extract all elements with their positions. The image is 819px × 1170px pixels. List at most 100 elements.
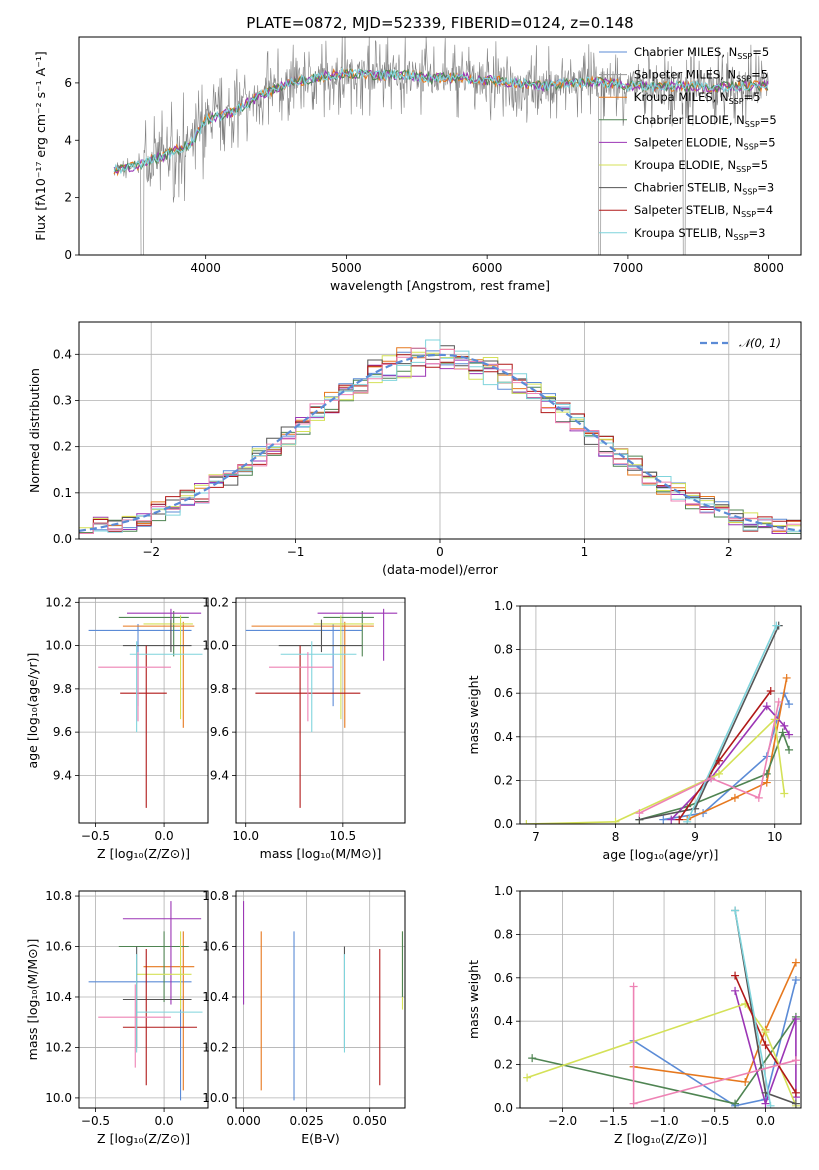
y-tick-label: 10.0 — [45, 639, 72, 653]
y-tick-label: 0.2 — [494, 773, 513, 787]
x-tick-label: 10 — [767, 830, 782, 844]
legend-entry: Salpeter MILES, NSSP=5 — [634, 68, 768, 84]
weight-point-marker — [731, 1099, 740, 1108]
spectrum-legend: Chabrier MILES, NSSP=5 Salpeter MILES, NS… — [599, 45, 777, 242]
mass_vs_ebv-frame — [235, 890, 406, 1109]
normal-distribution-curve — [79, 353, 801, 532]
x-tick-label: 10.0 — [232, 829, 259, 843]
y-axis-label: mass [log₁₀(M/M⊙)] — [25, 939, 40, 1061]
age_vs_mass-plot-area — [245, 608, 398, 808]
weight-point-marker — [761, 1028, 770, 1037]
y-tick-label: 0.0 — [53, 532, 72, 546]
x-tick-label: −0.5 — [81, 1114, 110, 1128]
mass_vs_Z-panel: −0.5 0.0 10.0 10.2 10.4 10.6 10.8 Z [log₁₀(Z/Z⊙… — [25, 889, 209, 1146]
weight-point-marker — [791, 1015, 800, 1024]
y-axis-label: mass weight — [466, 675, 481, 754]
weight-series-line — [734, 910, 772, 1106]
x-axis-label: mass [log₁₀(M/M⊙)] — [260, 846, 382, 861]
weight-point-marker — [659, 815, 668, 824]
weight-point-marker — [778, 728, 787, 737]
x-tick-label: −2 — [142, 545, 160, 559]
y-tick-label: 0.6 — [494, 686, 513, 700]
weight-point-marker — [762, 778, 771, 787]
model-spectrum-line — [113, 67, 769, 175]
spectrum-frame — [78, 36, 802, 256]
weight-series-line — [686, 625, 778, 823]
weight-series-line — [639, 625, 780, 821]
y-tick-label: 10.8 — [45, 889, 72, 903]
legend-entry: Kroupa ELODIE, NSSP=5 — [634, 158, 768, 174]
legend-entry: Chabrier ELODIE, NSSP=5 — [634, 113, 777, 129]
y-tick-label: 10.2 — [202, 1040, 229, 1054]
legend-entry: Kroupa STELIB, NSSP=3 — [634, 226, 766, 242]
weight_vs_age-frame — [519, 605, 802, 825]
x-tick-label: 0.0 — [155, 829, 174, 843]
weight-point-marker — [766, 687, 775, 696]
weight-point-marker — [791, 1088, 800, 1097]
x-tick-label: 0.0 — [155, 1114, 174, 1128]
weight-point-marker — [785, 700, 794, 709]
weight-point-marker — [780, 721, 789, 730]
y-tick-label: 0.8 — [494, 927, 513, 941]
weight-point-marker — [791, 1099, 800, 1108]
weight_vs_Z-plot-area — [523, 906, 800, 1108]
legend-entry-nssp: 5 — [768, 135, 775, 149]
weight-point-marker — [780, 789, 789, 798]
y-tick-label: 10.2 — [45, 595, 72, 609]
x-axis-label: Z [log₁₀(Z/Z⊙)] — [97, 1131, 190, 1146]
legend-entry-name: Chabrier ELODIE — [634, 113, 729, 127]
y-tick-label: 10.4 — [45, 990, 72, 1004]
weight-series-line — [633, 962, 797, 1083]
weight_vs_Z-frame — [519, 890, 802, 1109]
weight-series-line — [526, 717, 786, 824]
x-tick-label: 7000 — [613, 261, 644, 275]
x-tick-label: 8 — [612, 830, 620, 844]
weight-point-marker — [528, 1054, 537, 1063]
weight-point-marker — [675, 815, 684, 824]
age_vs_Z-frame — [78, 597, 209, 824]
y-axis-label: mass weight — [466, 960, 481, 1039]
legend-entry-nssp: 3 — [767, 181, 774, 195]
x-tick-label: 8000 — [753, 261, 784, 275]
age_vs_Z-plot-area — [88, 608, 203, 808]
weight-point-marker — [791, 1056, 800, 1065]
y-tick-label: 1.0 — [494, 884, 513, 898]
y-tick-label: 0.8 — [494, 643, 513, 657]
weight-point-marker — [715, 756, 724, 765]
x-tick-label: 0.0 — [756, 1114, 775, 1128]
weight-point-marker — [731, 971, 740, 980]
x-tick-label: −1 — [287, 545, 305, 559]
legend-entry-nssp: 5 — [761, 158, 768, 172]
y-tick-label: 0.4 — [494, 730, 513, 744]
legend-entry-name: Chabrier MILES — [634, 45, 721, 59]
weight-series-line — [678, 690, 772, 821]
y-tick-label: 10.0 — [202, 639, 229, 653]
legend-entry-nssp: 5 — [769, 113, 776, 127]
legend-entry-name: Salpeter ELODIE — [634, 135, 728, 149]
weight-point-marker — [715, 769, 724, 778]
weight-point-marker — [667, 815, 676, 824]
legend-entry-nssp: 5 — [761, 68, 768, 82]
legend-entry: Salpeter ELODIE, NSSP=5 — [634, 135, 776, 151]
x-axis-label: wavelength [Angstrom, rest frame] — [330, 278, 550, 293]
legend-entry-name: Salpeter STELIB — [634, 203, 725, 217]
y-axis-label: Flux [fλ10⁻¹⁷ erg cm⁻² s⁻¹ A⁻¹] — [33, 51, 48, 240]
y-axis-label: age [log₁₀(age/yr)] — [25, 653, 40, 769]
x-axis-label: age [log₁₀(age/yr)] — [603, 847, 719, 862]
y-tick-label: 10.4 — [202, 990, 229, 1004]
y-tick-label: 10.0 — [45, 1091, 72, 1105]
weight_vs_age-panel: 7 8 9 10 0.0 0.2 0.4 0.6 0.8 1.0 age [log₁₀(age/yr… — [466, 599, 802, 862]
legend-entry: Salpeter STELIB, NSSP=4 — [634, 203, 773, 219]
y-tick-label: 9.8 — [53, 682, 72, 696]
x-tick-label: 6000 — [472, 261, 503, 275]
residuals-legend: 𝒩(0, 1) — [700, 336, 781, 350]
legend-entry-name: Salpeter MILES — [634, 68, 720, 82]
y-tick-label: 9.4 — [53, 768, 72, 782]
x-tick-label: −1.0 — [649, 1114, 678, 1128]
weight-point-marker — [774, 697, 783, 706]
y-tick-label: 9.8 — [210, 682, 229, 696]
y-tick-label: 1.0 — [494, 599, 513, 613]
weight-point-marker — [730, 793, 739, 802]
y-tick-label: 0 — [64, 248, 72, 262]
